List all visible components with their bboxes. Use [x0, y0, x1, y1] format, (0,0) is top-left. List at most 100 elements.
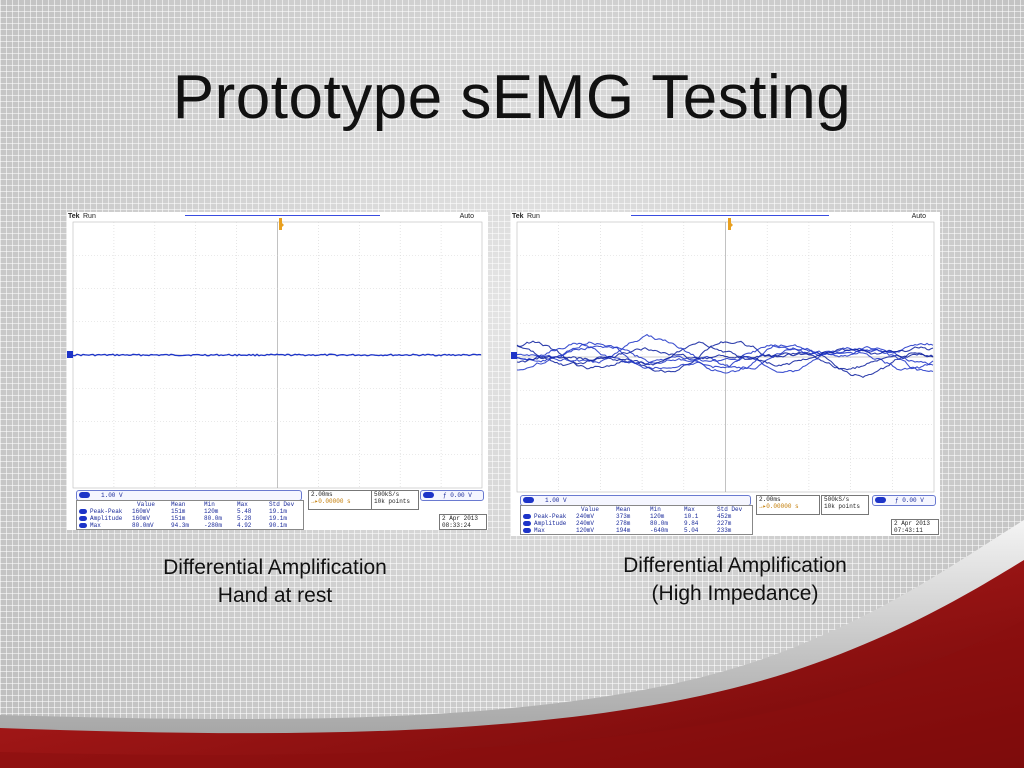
caption-right: Differential Amplification (High Impedan… — [570, 552, 900, 608]
channel-zero-marker — [511, 352, 517, 359]
caption-left-line2: Hand at rest — [217, 584, 333, 607]
run-state: Run — [527, 213, 540, 220]
channel-scale: 1.00 V — [545, 497, 567, 504]
slide-title: Prototype sEMG Testing — [172, 63, 852, 132]
datetime-box: 2 Apr 2013 08:33:24 — [439, 514, 487, 530]
header-mean: Mean — [616, 506, 631, 513]
scope-topbar: Tek Run Auto — [511, 212, 940, 222]
cell-value: 240mV — [576, 513, 595, 520]
channel-scale: 1.00 V — [101, 492, 123, 499]
cell-mean: 94.3m — [171, 522, 190, 529]
trigger-position-marker — [728, 218, 733, 230]
header-max: Max — [684, 506, 695, 513]
row-label: Peak-Peak — [90, 508, 123, 515]
cell-min: 120m — [204, 508, 219, 515]
trigger-source-icon — [875, 497, 886, 503]
waveform-trace — [516, 341, 934, 374]
timebase-box[interactable]: 2.00ms →▸0.00000 s — [308, 490, 372, 510]
acquisition-box[interactable]: 500kS/s 10k points — [821, 495, 869, 515]
record-length: 10k points — [824, 503, 861, 510]
trigger-level-value: 0.00 V — [450, 492, 472, 499]
trigger-mode: Auto — [459, 213, 474, 220]
sample-rate: 500kS/s — [374, 491, 400, 498]
waveform-traces — [516, 333, 934, 378]
scope-screen — [67, 218, 483, 489]
measurement-bullet-icon — [79, 523, 87, 528]
trigger-level-value: 0.00 V — [902, 497, 924, 504]
row-label: Max — [534, 527, 545, 534]
time: 07:43:11 — [894, 527, 923, 534]
measurement-table: Value Mean Min Max Std Dev Peak-Peak 160… — [76, 500, 304, 530]
scope-readout: 1.00 V 2.00ms →▸0.00000 s 500kS/s 10k po… — [511, 493, 940, 536]
cell-std-dev: 227m — [717, 520, 732, 527]
header-std-dev: Std Dev — [269, 501, 295, 508]
row-label: Peak-Peak — [534, 513, 567, 520]
scope-readout: 1.00 V 2.00ms →▸0.00000 s 500kS/s 10k po… — [67, 488, 488, 530]
row-label: Max — [90, 522, 101, 529]
cell-mean: 194m — [616, 527, 631, 534]
header-value: Value — [137, 501, 156, 508]
channel-1-icon — [79, 492, 90, 498]
waveform-trace — [516, 346, 934, 367]
caption-left-line1: Differential Amplification — [163, 556, 387, 579]
cell-min: 80.0m — [204, 515, 223, 522]
trigger-level-pill[interactable]: ƒ 0.00 V — [420, 490, 484, 501]
trigger-source-icon — [423, 492, 434, 498]
timebase-box[interactable]: 2.00ms →▸0.00000 s — [756, 495, 820, 515]
record-indicator — [631, 215, 829, 216]
date: 2 Apr 2013 — [442, 515, 479, 522]
cell-mean: 151m — [171, 515, 186, 522]
cell-value: 80.0mV — [132, 522, 154, 529]
cell-max: 5.28 — [237, 515, 252, 522]
cell-value: 120mV — [576, 527, 595, 534]
caption-right-line1: Differential Amplification — [623, 554, 847, 577]
cell-max: 5.48 — [237, 508, 252, 515]
cell-min: -640m — [650, 527, 669, 534]
cell-std-dev: 19.1m — [269, 515, 288, 522]
header-std-dev: Std Dev — [717, 506, 743, 513]
time: 08:33:24 — [442, 522, 471, 529]
trigger-level: ƒ 0.00 V — [895, 497, 924, 504]
cell-min: -280m — [204, 522, 223, 529]
measurement-bullet-icon — [523, 521, 531, 526]
header-min: Min — [204, 501, 215, 508]
cell-std-dev: 90.1m — [269, 522, 288, 529]
channel-zero-marker — [67, 351, 73, 358]
brand-label: Tek — [68, 213, 80, 220]
cell-max: 5.04 — [684, 527, 699, 534]
cell-std-dev: 452m — [717, 513, 732, 520]
waveform-trace — [72, 353, 482, 357]
trigger-offset: →▸0.00000 s — [759, 503, 799, 510]
cell-value: 160mV — [132, 508, 151, 515]
cell-min: 80.0m — [650, 520, 669, 527]
measurement-bullet-icon — [79, 516, 87, 521]
channel-1-icon — [523, 497, 534, 503]
scope-screen — [511, 218, 935, 493]
trigger-mode: Auto — [911, 213, 926, 220]
trigger-level: ƒ 0.00 V — [443, 492, 472, 499]
measurement-bullet-icon — [523, 514, 531, 519]
scope-topbar: Tek Run Auto — [67, 212, 488, 222]
caption-left: Differential Amplification Hand at rest — [110, 554, 440, 610]
trigger-level-pill[interactable]: ƒ 0.00 V — [872, 495, 936, 506]
record-indicator — [185, 215, 380, 216]
acquisition-box[interactable]: 500kS/s 10k points — [371, 490, 419, 510]
record-length: 10k points — [374, 498, 411, 505]
brand-label: Tek — [512, 213, 524, 220]
oscilloscope-right: Tek Run Auto 1.00 V 2.00ms →▸0.00000 s 5… — [511, 212, 940, 536]
row-label: Amplitude — [90, 515, 123, 522]
timebase: 2.00ms — [311, 491, 333, 498]
cell-value: 240mV — [576, 520, 595, 527]
header-min: Min — [650, 506, 661, 513]
datetime-box: 2 Apr 2013 07:43:11 — [891, 519, 939, 535]
waveform-trace — [516, 342, 934, 371]
cell-max: 4.92 — [237, 522, 252, 529]
run-state: Run — [83, 213, 96, 220]
cell-mean: 151m — [171, 508, 186, 515]
cell-max: 9.84 — [684, 520, 699, 527]
sample-rate: 500kS/s — [824, 496, 850, 503]
measurement-bullet-icon — [79, 509, 87, 514]
waveform-trace — [516, 341, 934, 371]
cell-min: 120m — [650, 513, 665, 520]
